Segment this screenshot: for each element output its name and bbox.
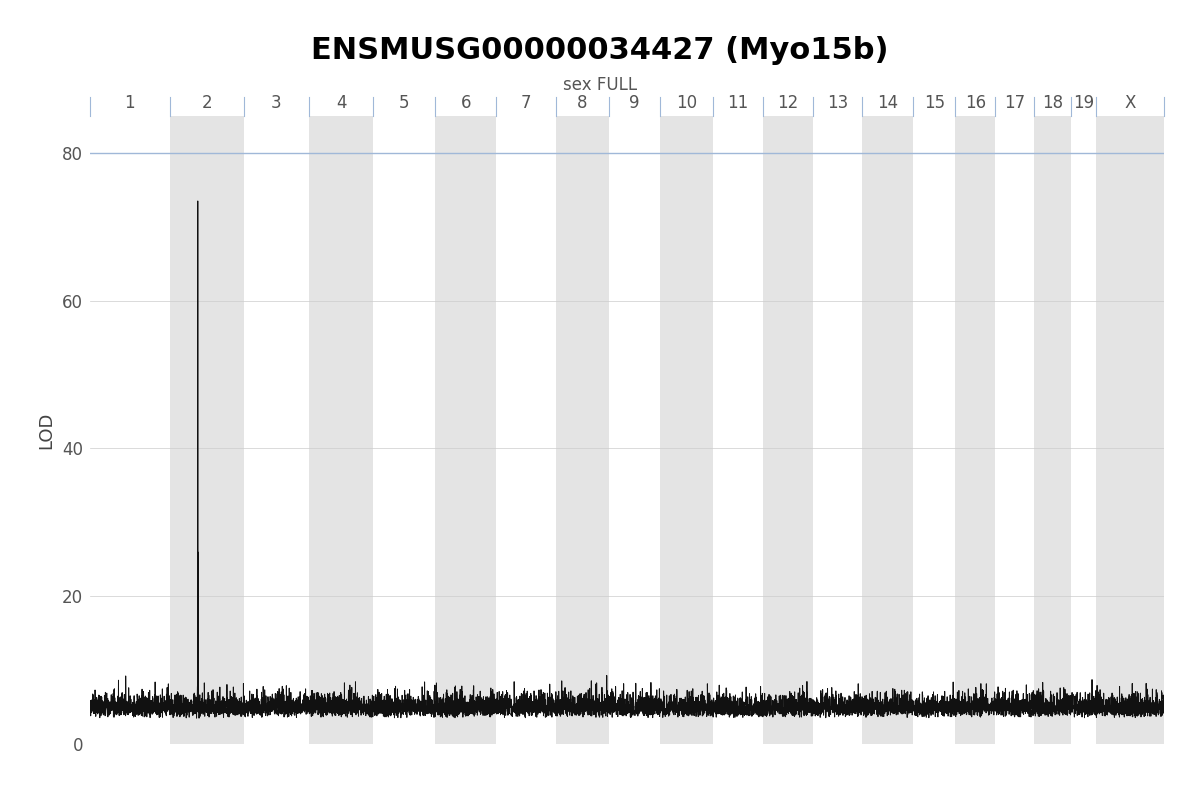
Bar <box>763 116 812 744</box>
Bar <box>862 116 913 744</box>
Text: ENSMUSG00000034427 (Myo15b): ENSMUSG00000034427 (Myo15b) <box>311 36 889 65</box>
Bar <box>244 116 310 744</box>
Bar <box>373 116 436 744</box>
Bar <box>1072 116 1097 744</box>
Text: sex FULL: sex FULL <box>563 76 637 94</box>
Bar <box>955 116 996 744</box>
Bar <box>90 116 169 744</box>
Bar <box>608 116 660 744</box>
Bar <box>713 116 763 744</box>
Bar <box>1034 116 1072 744</box>
Y-axis label: LOD: LOD <box>37 411 55 449</box>
Bar <box>169 116 244 744</box>
Bar <box>310 116 373 744</box>
Bar <box>497 116 556 744</box>
Bar <box>913 116 955 744</box>
Bar <box>556 116 608 744</box>
Bar <box>436 116 497 744</box>
Bar <box>1097 116 1164 744</box>
Bar <box>812 116 862 744</box>
Bar <box>660 116 713 744</box>
Bar <box>996 116 1034 744</box>
